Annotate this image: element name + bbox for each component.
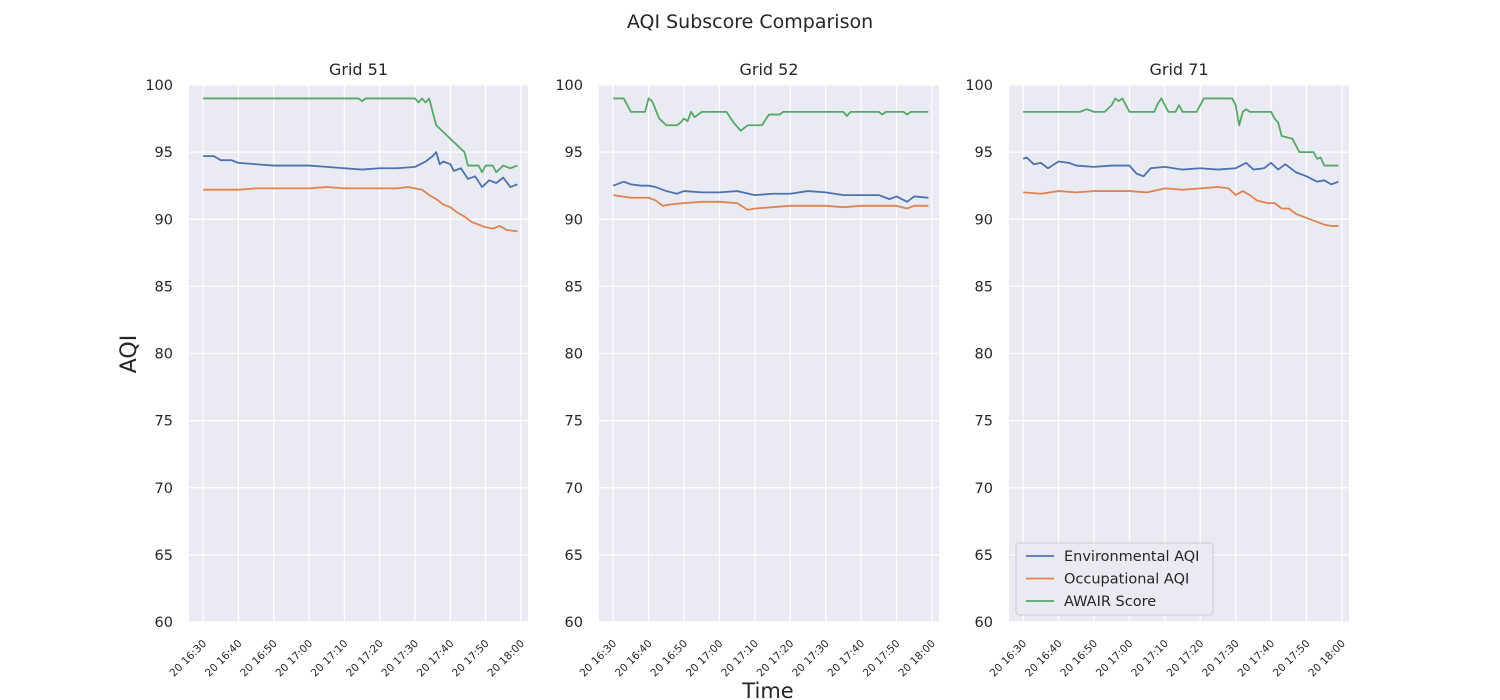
y-tick-label: 60 xyxy=(565,615,583,631)
y-tick-label: 100 xyxy=(145,78,173,94)
y-axis-label: AQI xyxy=(117,335,142,373)
y-tick-label: 75 xyxy=(155,414,173,430)
y-tick-label: 60 xyxy=(975,615,993,631)
y-tick-label: 90 xyxy=(975,212,993,228)
y-tick-label: 85 xyxy=(155,279,173,295)
figure-suptitle: AQI Subscore Comparison xyxy=(627,11,873,33)
y-tick-label: 80 xyxy=(155,347,173,363)
y-tick-label: 65 xyxy=(975,548,993,564)
series-line-environmental-aqi xyxy=(203,151,518,188)
y-tick-label: 85 xyxy=(975,279,993,295)
series-line-occupational-aqi xyxy=(1023,186,1339,227)
y-tick-label: 70 xyxy=(155,481,173,497)
y-tick-label: 100 xyxy=(555,78,583,94)
y-tick-label: 75 xyxy=(975,414,993,430)
legend: Environmental AQI Occupational AQI AWAIR S… xyxy=(1015,542,1214,616)
series-line-occupational-aqi xyxy=(613,194,929,211)
y-tick-label: 60 xyxy=(155,615,173,631)
panel-title: Grid 71 xyxy=(1149,60,1208,79)
y-tick-label: 75 xyxy=(565,414,583,430)
y-tick-label: 95 xyxy=(565,145,583,161)
panel-title: Grid 51 xyxy=(329,60,388,79)
series-line-awair-score xyxy=(1023,97,1339,167)
series-line-awair-score xyxy=(203,97,518,174)
y-tick-label: 65 xyxy=(155,548,173,564)
y-tick-label: 80 xyxy=(975,347,993,363)
y-tick-label: 95 xyxy=(155,145,173,161)
legend-label: Environmental AQI xyxy=(1064,549,1199,565)
y-tick-label: 100 xyxy=(965,78,993,94)
y-tick-label: 70 xyxy=(975,481,993,497)
y-tick-label: 80 xyxy=(565,347,583,363)
series-line-occupational-aqi xyxy=(203,186,518,233)
y-tick-label: 85 xyxy=(565,279,583,295)
panel-title: Grid 52 xyxy=(739,60,798,79)
y-tick-label: 95 xyxy=(975,145,993,161)
x-axis-label: Time xyxy=(741,679,793,700)
series-line-awair-score xyxy=(613,97,929,132)
y-tick-label: 90 xyxy=(565,212,583,228)
legend-label: AWAIR Score xyxy=(1064,594,1156,610)
legend-label: Occupational AQI xyxy=(1064,572,1189,588)
legend-box xyxy=(1015,542,1214,616)
y-tick-label: 90 xyxy=(155,212,173,228)
y-tick-label: 65 xyxy=(565,548,583,564)
series-line-environmental-aqi xyxy=(612,180,929,203)
y-tick-label: 70 xyxy=(565,481,583,497)
series-line-environmental-aqi xyxy=(1022,156,1339,186)
